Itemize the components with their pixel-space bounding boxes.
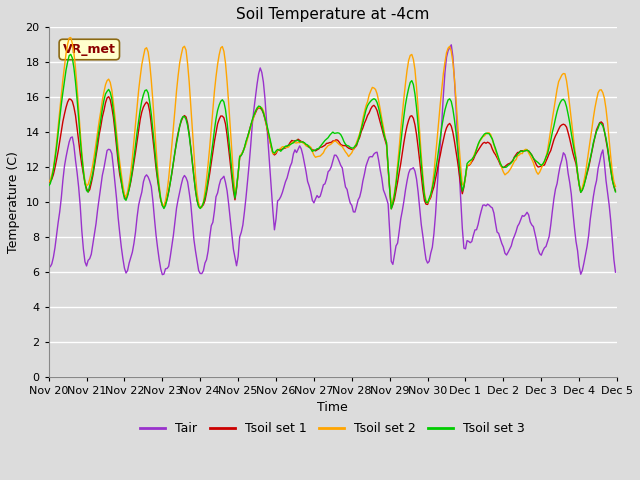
Y-axis label: Temperature (C): Temperature (C): [7, 151, 20, 253]
X-axis label: Time: Time: [317, 401, 348, 414]
Title: Soil Temperature at -4cm: Soil Temperature at -4cm: [236, 7, 429, 22]
Legend: Tair, Tsoil set 1, Tsoil set 2, Tsoil set 3: Tair, Tsoil set 1, Tsoil set 2, Tsoil se…: [136, 417, 530, 440]
Text: VR_met: VR_met: [63, 43, 116, 56]
